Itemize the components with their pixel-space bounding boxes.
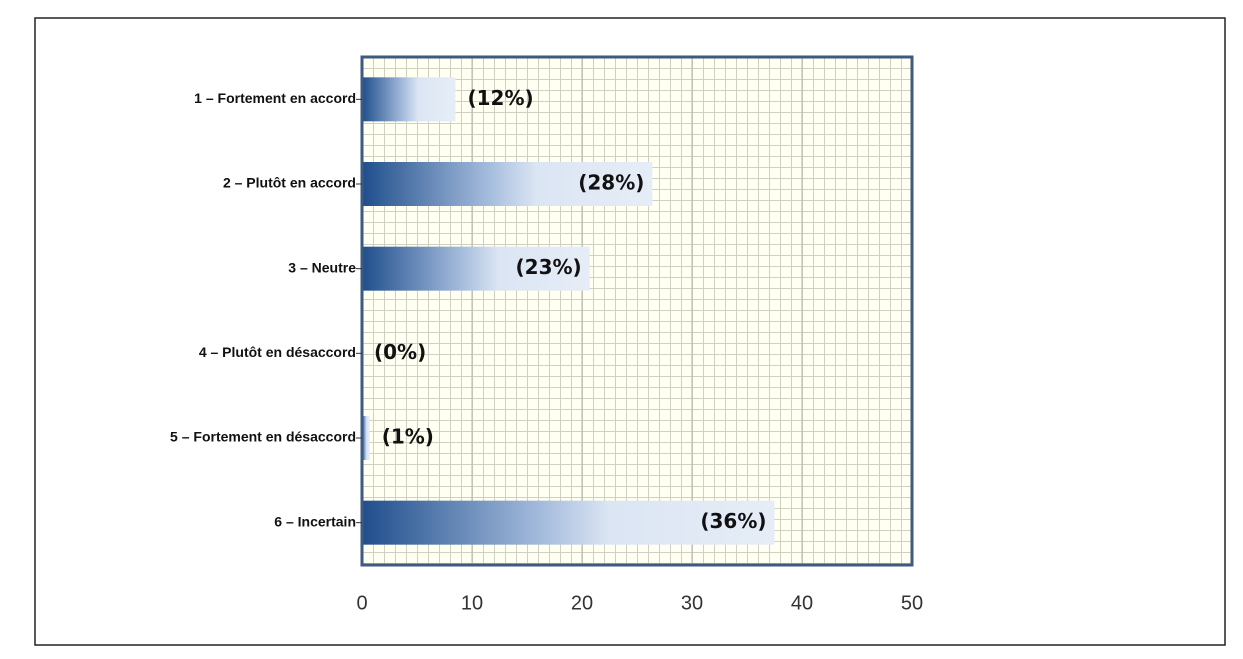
plot-area <box>362 57 912 565</box>
bar <box>362 500 775 545</box>
value-label: (1%) <box>382 425 434 449</box>
y-tick-label: 3 – Neutre <box>288 259 356 275</box>
y-tick-label: 1 – Fortement en accord <box>194 90 356 106</box>
marks <box>361 57 913 565</box>
y-tick-label: 2 – Plutôt en accord <box>223 175 356 191</box>
bar <box>362 162 653 206</box>
value-label: (12%) <box>468 86 534 110</box>
x-tick-label: 20 <box>571 592 593 614</box>
frame <box>34 17 1226 646</box>
x-tick-label: 10 <box>461 592 483 614</box>
bar <box>362 246 590 291</box>
value-label: (28%) <box>578 171 644 195</box>
value-label: (23%) <box>516 255 582 279</box>
x-tick-label: 0 <box>356 592 367 614</box>
y-tick-label: 5 – Fortement en désaccord <box>170 429 356 445</box>
y-tick-label: 6 – Incertain <box>274 513 356 529</box>
value-label: (36%) <box>700 509 766 533</box>
bar <box>362 77 456 122</box>
x-tick-label: 40 <box>791 592 813 614</box>
bar <box>362 416 370 460</box>
value-label: (0%) <box>374 340 426 364</box>
y-tick-label: 4 – Plutôt en désaccord <box>199 344 356 360</box>
x-tick-label: 30 <box>681 592 703 614</box>
plot-border <box>360 55 914 567</box>
x-tick-label: 50 <box>901 592 923 614</box>
